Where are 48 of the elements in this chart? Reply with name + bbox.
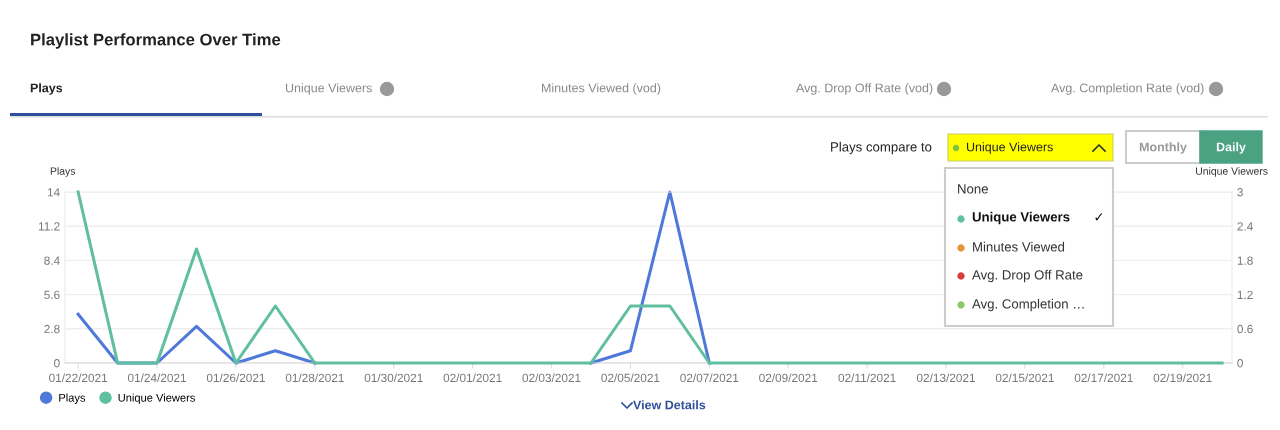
annotation: Avg. Drop Off Rate <box>972 269 1083 283</box>
chart-title: Playlist Performance Over Time <box>31 33 281 49</box>
x-tick-label: 02/17/2021 <box>1074 373 1133 383</box>
x-tick-label: 02/11/2021 <box>838 373 896 383</box>
y-tick-label: 11.2 <box>38 222 60 231</box>
x-tick-label: 02/15/2021 <box>995 373 1054 383</box>
x-tick-label: 02/05/2021 <box>601 373 660 383</box>
annotation: None <box>958 184 988 194</box>
text: Minutes Viewed (vod) <box>542 83 661 95</box>
y-tick-label: 2.8 <box>44 324 60 334</box>
x-tick-label: 01/30/2021 <box>364 373 423 383</box>
x-tick-label: 02/19/2021 <box>1153 373 1212 383</box>
x-tick-label: 02/01/2021 <box>443 373 502 383</box>
y-axis-title: Plays <box>50 167 76 177</box>
y-tick-label: 14 <box>47 188 60 197</box>
y2-axis-title: Unique Viewers <box>1196 167 1268 177</box>
annotation: Unique Viewers <box>972 211 1070 225</box>
y-tick-label: 0 <box>54 359 60 368</box>
text: Plays <box>30 83 63 95</box>
y2-tick-label: 1.8 <box>1237 256 1253 265</box>
text: Avg. Completion Rate (vod) <box>1051 83 1204 95</box>
x-tick-label: 02/13/2021 <box>916 373 975 383</box>
y2-tick-label: 1.2 <box>1237 290 1253 299</box>
y2-tick-label: 0 <box>1237 359 1243 368</box>
y2-tick-label: 2.4 <box>1237 222 1253 231</box>
y2-tick-label: 0.6 <box>1237 324 1253 334</box>
text: Daily <box>1216 142 1246 154</box>
text: Unique Viewers <box>285 83 372 95</box>
x-tick-label: 02/03/2021 <box>522 373 581 383</box>
x-tick-label: 01/28/2021 <box>285 373 344 383</box>
x-tick-label: 01/24/2021 <box>127 373 187 383</box>
x-tick-label: 02/09/2021 <box>759 373 818 383</box>
y-tick-label: 8.4 <box>44 256 60 265</box>
x-tick-label: 01/22/2021 <box>49 373 108 383</box>
y-tick-label: 5.6 <box>44 290 60 299</box>
legend-label: Plays <box>59 393 86 404</box>
y2-tick-label: 3 <box>1237 188 1243 197</box>
x-tick-label: 02/07/2021 <box>680 373 739 383</box>
text: Plays compare to <box>831 141 932 155</box>
annotation: ✓ <box>1095 213 1103 221</box>
x-tick-label: 01/26/2021 <box>206 373 265 383</box>
text: Avg. Drop Off Rate (vod) <box>796 83 933 95</box>
annotation: Minutes Viewed <box>973 241 1065 252</box>
text: Monthly <box>1139 142 1187 154</box>
text: Unique Viewers <box>966 142 1053 154</box>
legend-label: Unique Viewers <box>118 393 195 404</box>
text: View Details <box>633 400 706 410</box>
annotation: Avg. Completion … <box>972 298 1084 312</box>
